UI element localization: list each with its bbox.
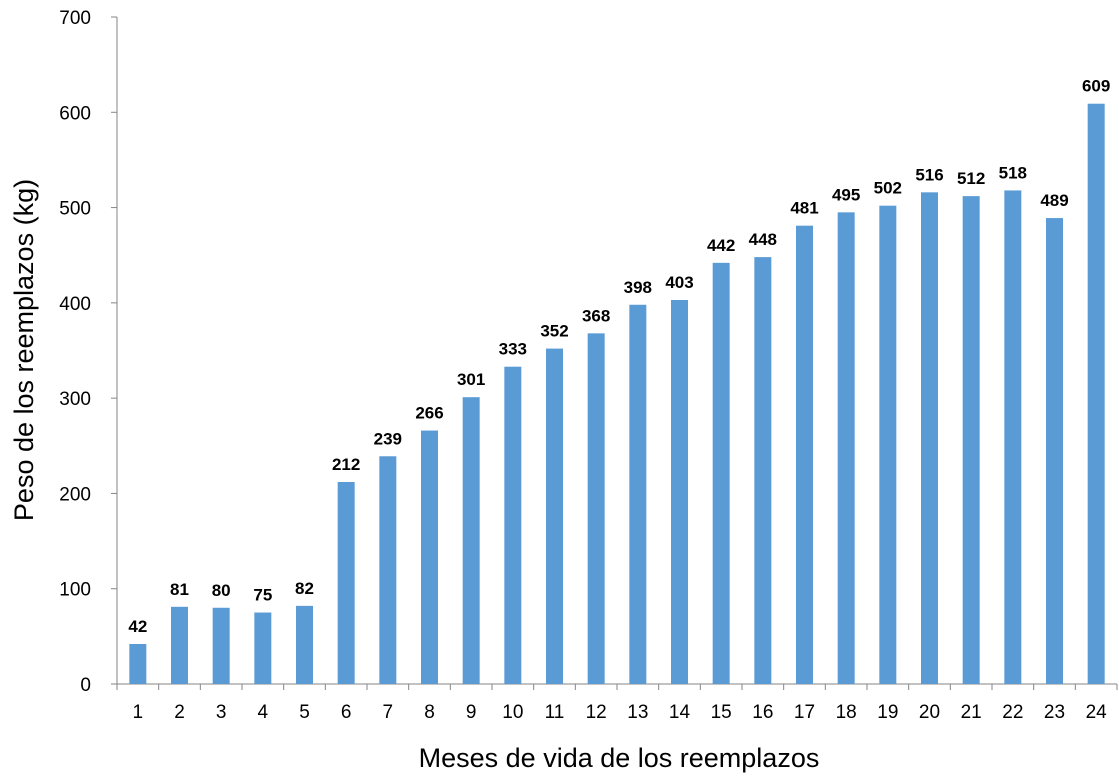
bar: [712, 262, 730, 684]
x-tick-label: 17: [794, 702, 815, 723]
bar: [504, 366, 522, 684]
y-tick-label: 700: [59, 8, 91, 29]
x-tick-label: 7: [383, 702, 394, 723]
y-tick-label: 400: [59, 294, 91, 315]
x-tick-label: 23: [1044, 702, 1065, 723]
bar: [171, 606, 188, 684]
x-tick-label: 21: [961, 702, 982, 723]
bar-value-label: 239: [374, 429, 402, 448]
bar-value-label: 448: [749, 230, 777, 249]
bar: [879, 205, 897, 684]
x-tick-label: 24: [1086, 702, 1108, 723]
bar: [129, 643, 147, 684]
bar: [212, 607, 230, 684]
y-tick-label: 500: [59, 199, 91, 220]
bar-value-label: 442: [707, 236, 735, 255]
x-tick-label: 12: [586, 702, 607, 723]
bar-value-label: 333: [499, 340, 527, 359]
bar-value-label: 502: [874, 179, 902, 198]
bar-value-label: 489: [1040, 191, 1068, 210]
y-axis-title: Peso de los reemplazos (kg): [9, 179, 39, 521]
x-tick-label: 22: [1002, 702, 1023, 723]
bar-value-label: 212: [332, 455, 360, 474]
x-axis-title: Meses de vida de los reemplazos: [419, 743, 820, 773]
x-tick-label: 13: [627, 702, 648, 723]
bar-value-label: 75: [253, 586, 272, 605]
bar-value-label: 495: [832, 185, 860, 204]
y-tick-label: 200: [59, 484, 91, 505]
bar: [587, 333, 605, 684]
bar: [546, 348, 563, 684]
x-tick-label: 11: [545, 702, 565, 723]
y-tick-label: 600: [59, 103, 91, 124]
bar: [837, 212, 855, 685]
y-tick-label: 300: [59, 389, 91, 410]
bar: [671, 299, 688, 684]
bar-value-label: 266: [415, 404, 443, 423]
bar-value-label: 301: [457, 370, 485, 389]
bar-value-label: 82: [295, 579, 314, 598]
x-tick-label: 1: [133, 702, 144, 723]
x-tick-label: 15: [711, 702, 732, 723]
bar-value-label: 481: [790, 199, 818, 218]
bar-value-label: 609: [1082, 77, 1110, 96]
y-tick-label: 0: [80, 675, 91, 696]
x-tick-label: 19: [877, 702, 898, 723]
bar-value-label: 368: [582, 306, 610, 325]
x-tick-label: 18: [836, 702, 857, 723]
bar: [629, 304, 647, 684]
x-tick-label: 4: [258, 702, 269, 723]
bar: [254, 612, 272, 684]
x-tick-label: 14: [669, 702, 691, 723]
bar-value-label: 398: [624, 278, 652, 297]
bar-value-label: 518: [999, 163, 1027, 182]
y-axis: 0 100 200 300 400 500 600 700: [59, 8, 118, 696]
bar: [921, 192, 938, 684]
data-labels: 42 81 80 75 82 212 239 266 301 333 352 368 398 403 442…: [128, 77, 1110, 636]
bar: [754, 257, 772, 684]
bar: [1087, 103, 1105, 684]
bar: [1046, 218, 1063, 684]
bar: [796, 225, 813, 684]
bar: [421, 430, 438, 684]
bar-value-label: 81: [170, 580, 189, 599]
bar: [1004, 190, 1022, 685]
bar: [962, 196, 980, 684]
bar: [296, 605, 313, 684]
x-tick-label: 5: [299, 702, 310, 723]
bar-value-label: 403: [665, 273, 693, 292]
y-tick-label: 100: [59, 580, 91, 601]
bar: [379, 456, 397, 684]
x-tick-label: 3: [216, 702, 227, 723]
x-tick-label: 6: [341, 702, 352, 723]
bar-value-label: 512: [957, 169, 985, 188]
bar-value-label: 516: [915, 165, 943, 184]
bar-value-label: 80: [212, 581, 231, 600]
x-tick-label: 2: [174, 702, 185, 723]
x-tick-label: 20: [919, 702, 940, 723]
x-tick-label: 10: [502, 702, 523, 723]
bar-value-label: 42: [128, 617, 147, 636]
x-tick-label: 9: [466, 702, 477, 723]
x-tick-label: 8: [424, 702, 435, 723]
x-tick-label: 16: [752, 702, 773, 723]
bar: [462, 397, 480, 684]
bar-series: [129, 103, 1105, 685]
bar: [337, 481, 355, 684]
x-axis: 1 2 3 4 5 6 7 8 9 10 11 12 13 14 15 16 17 18 19 20 21 22 23 24: [116, 683, 1118, 723]
bar-value-label: 352: [540, 322, 568, 341]
